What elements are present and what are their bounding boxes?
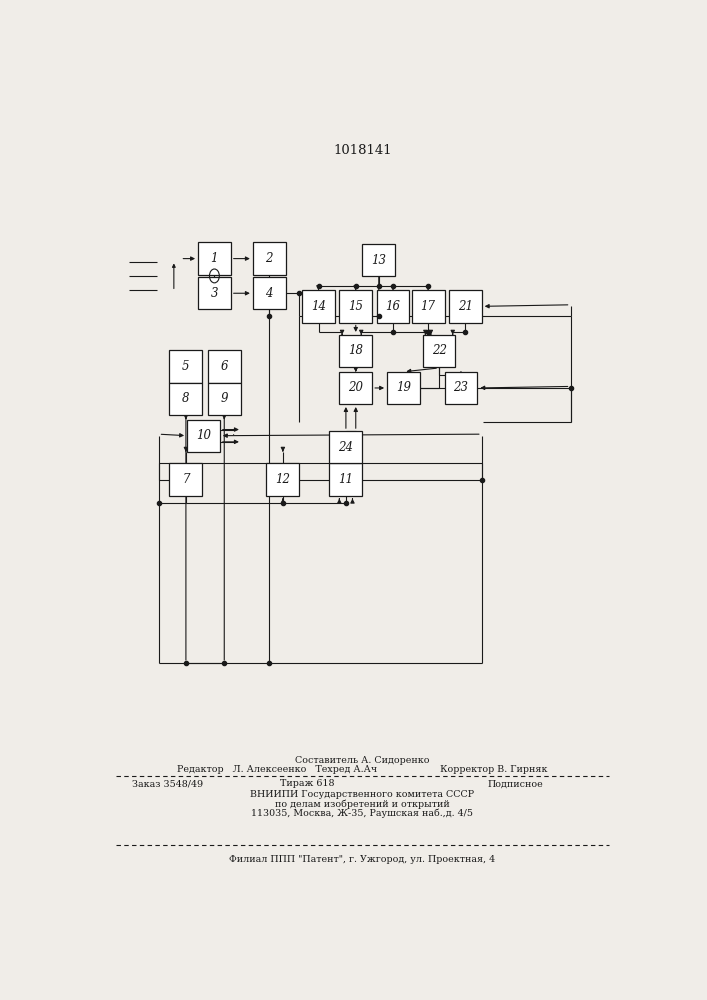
- Text: Составитель А. Сидоренко: Составитель А. Сидоренко: [295, 756, 430, 765]
- Bar: [198, 242, 231, 275]
- Text: 1018141: 1018141: [333, 144, 392, 157]
- Text: 8: 8: [182, 392, 189, 405]
- Bar: [445, 372, 477, 404]
- Bar: [363, 244, 395, 276]
- Bar: [411, 290, 445, 323]
- Bar: [170, 350, 202, 383]
- Text: 22: 22: [431, 344, 447, 358]
- Bar: [267, 463, 299, 496]
- Bar: [253, 242, 286, 275]
- Bar: [253, 277, 286, 309]
- Text: 11: 11: [339, 473, 354, 486]
- Bar: [449, 290, 481, 323]
- Text: 7: 7: [182, 473, 189, 486]
- Bar: [387, 372, 420, 404]
- Bar: [208, 383, 240, 415]
- Text: 15: 15: [349, 300, 363, 313]
- Text: по делам изобретений и открытий: по делам изобретений и открытий: [275, 799, 450, 809]
- Text: 9: 9: [221, 392, 228, 405]
- Text: Филиал ППП "Патент", г. Ужгород, ул. Проектная, 4: Филиал ППП "Патент", г. Ужгород, ул. Про…: [229, 855, 496, 864]
- Text: Тираж 618: Тираж 618: [280, 779, 335, 788]
- Bar: [198, 277, 231, 309]
- Text: 21: 21: [458, 300, 473, 313]
- Bar: [170, 383, 202, 415]
- Text: Редактор   Л. Алексеенко   Техред А.Ач                     Корректор В. Гирняк: Редактор Л. Алексеенко Техред А.Ач Корре…: [177, 765, 548, 774]
- Bar: [423, 335, 455, 367]
- Text: 1: 1: [211, 252, 218, 265]
- Bar: [302, 290, 335, 323]
- Bar: [170, 463, 202, 496]
- Bar: [329, 431, 362, 463]
- Text: 16: 16: [385, 300, 401, 313]
- Text: 18: 18: [349, 344, 363, 358]
- Text: 2: 2: [265, 252, 273, 265]
- Text: 3: 3: [211, 287, 218, 300]
- Text: 13: 13: [371, 254, 386, 267]
- Text: Заказ 3548/49: Заказ 3548/49: [132, 779, 204, 788]
- Bar: [377, 290, 409, 323]
- Text: 24: 24: [339, 441, 354, 454]
- Text: 6: 6: [221, 360, 228, 373]
- Text: 23: 23: [453, 381, 469, 394]
- Text: 19: 19: [396, 381, 411, 394]
- Bar: [339, 335, 372, 367]
- Text: 17: 17: [421, 300, 436, 313]
- Text: 5: 5: [182, 360, 189, 373]
- Bar: [339, 290, 372, 323]
- Bar: [329, 463, 362, 496]
- Text: 10: 10: [196, 429, 211, 442]
- Text: ВНИИПИ Государственного комитета СССР: ВНИИПИ Государственного комитета СССР: [250, 790, 474, 799]
- Text: 20: 20: [349, 381, 363, 394]
- Bar: [339, 372, 372, 404]
- Text: 113035, Москва, Ж-35, Раушская наб.,д. 4/5: 113035, Москва, Ж-35, Раушская наб.,д. 4…: [251, 808, 474, 818]
- Text: 12: 12: [276, 473, 291, 486]
- Text: Подписное: Подписное: [488, 779, 544, 788]
- Text: 14: 14: [311, 300, 326, 313]
- Bar: [208, 350, 240, 383]
- Text: · ·: · ·: [226, 430, 235, 440]
- Text: 4: 4: [265, 287, 273, 300]
- Bar: [187, 420, 220, 452]
